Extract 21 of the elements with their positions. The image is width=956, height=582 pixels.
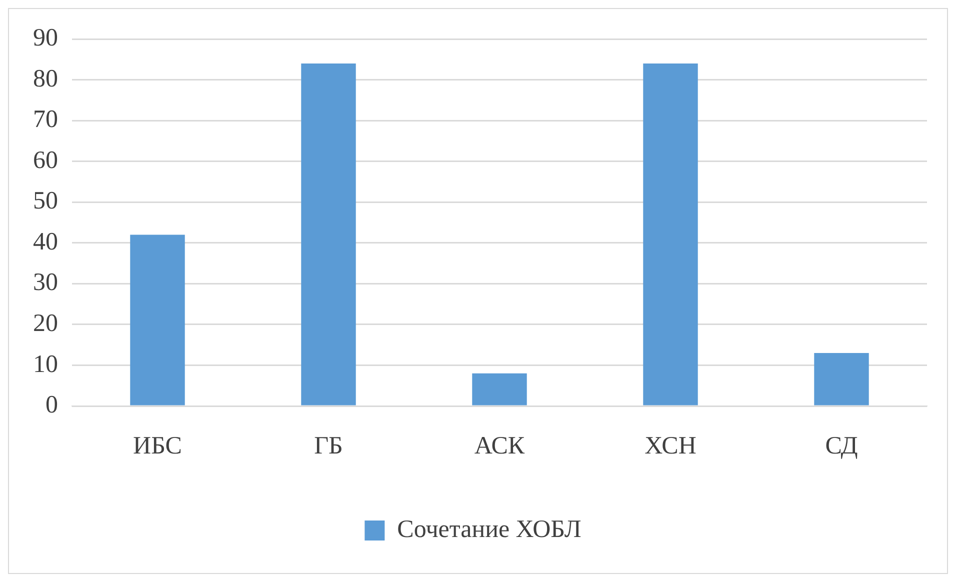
legend-label: Сочетание ХОБЛ <box>397 516 582 544</box>
y-tick-label: 40 <box>33 228 58 256</box>
bar <box>301 63 356 406</box>
y-tick-label: 80 <box>33 65 58 92</box>
y-tick-label: 70 <box>33 106 58 134</box>
y-tick-label: 90 <box>33 24 58 52</box>
y-tick-label: 50 <box>33 188 58 215</box>
x-tick-label: АСК <box>474 432 525 460</box>
x-tick-label: ИБС <box>133 432 182 460</box>
y-tick-label: 30 <box>33 269 58 296</box>
x-tick-label: СД <box>825 432 858 460</box>
x-tick-label: ХСН <box>644 432 696 460</box>
y-tick-label: 10 <box>33 350 58 378</box>
bar <box>130 234 185 406</box>
y-tick-label: 60 <box>33 146 58 174</box>
bar <box>814 352 869 406</box>
y-tick-label: 20 <box>33 310 58 338</box>
bar <box>472 373 527 406</box>
bar <box>643 63 698 406</box>
x-tick-label: ГБ <box>314 432 343 460</box>
y-tick-label: 0 <box>46 392 58 419</box>
